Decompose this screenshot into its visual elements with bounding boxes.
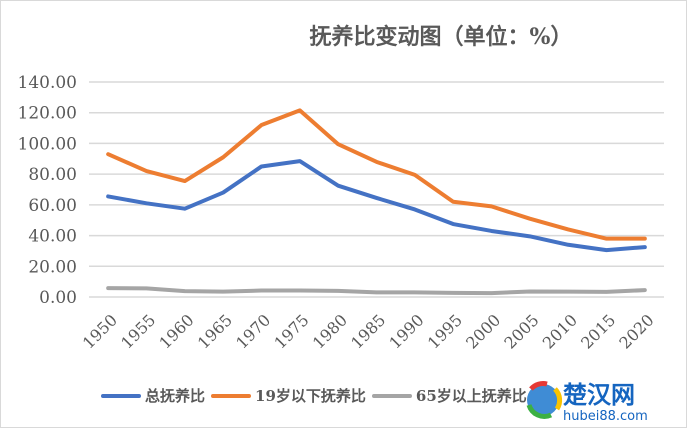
x-tick-label: 1975 — [270, 310, 312, 352]
legend-item: 总抚养比 — [101, 385, 205, 406]
legend-label: 19岁以下抚养比 — [255, 385, 366, 406]
y-tick-label: 100.00 — [18, 134, 77, 154]
legend: 总抚养比 19岁以下抚养比 65岁以上抚养比 — [101, 385, 533, 406]
y-tick-label: 60.00 — [28, 196, 77, 216]
legend-item: 65岁以上抚养比 — [372, 385, 527, 406]
y-tick-label: 80.00 — [28, 165, 77, 185]
legend-item: 19岁以下抚养比 — [211, 385, 366, 406]
svg-text:楚汉网: 楚汉网 — [563, 381, 635, 409]
legend-label: 总抚养比 — [145, 385, 205, 406]
x-tick-label: 1980 — [309, 310, 351, 352]
legend-swatch — [211, 394, 251, 398]
svg-text:hubei88.com: hubei88.com — [563, 409, 648, 424]
x-tick-label: 1985 — [347, 310, 389, 352]
y-tick-label: 120.00 — [18, 104, 77, 124]
legend-label: 65岁以上抚养比 — [416, 385, 527, 406]
x-tick-label: 2020 — [615, 310, 657, 352]
x-tick-label: 2010 — [539, 310, 581, 352]
legend-swatch — [372, 394, 412, 398]
y-tick-label: 40.00 — [28, 227, 77, 247]
x-tick-label: 2005 — [500, 310, 542, 352]
x-tick-label: 2000 — [462, 310, 504, 352]
watermark-logo: 楚汉网 hubei88.com — [521, 375, 681, 425]
legend-swatch — [101, 394, 141, 398]
y-tick-label: 20.00 — [28, 257, 77, 277]
x-tick-label: 1970 — [232, 310, 274, 352]
x-tick-label: 1955 — [117, 310, 159, 352]
x-tick-label: 1950 — [79, 310, 121, 352]
x-tick-label: 2015 — [577, 310, 619, 352]
y-tick-label: 140.00 — [18, 73, 77, 93]
y-tick-label: 0.00 — [39, 288, 77, 308]
x-tick-label: 1995 — [424, 310, 466, 352]
x-tick-label: 1965 — [194, 310, 236, 352]
x-tick-label: 1990 — [385, 310, 427, 352]
x-tick-label: 1960 — [155, 310, 197, 352]
